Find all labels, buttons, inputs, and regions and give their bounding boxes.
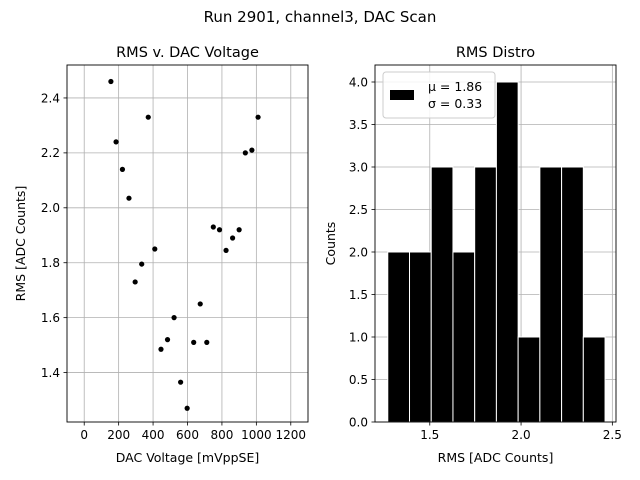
histogram-y-tick-label: 2.5 (349, 203, 368, 217)
data-point (132, 279, 138, 285)
scatter-y-tick-label: 1.4 (41, 366, 60, 380)
data-point (242, 150, 248, 156)
data-point (108, 78, 114, 85)
histogram-bar (409, 251, 432, 423)
data-point (230, 235, 236, 241)
scatter-y-tick-label: 1.6 (41, 311, 60, 325)
scatter-x-tick-label: 600 (176, 428, 199, 442)
histogram-title: RMS Distro (456, 45, 535, 61)
data-point (152, 246, 158, 252)
scatter-y-tick-label: 2.4 (41, 91, 60, 105)
scatter-x-tick-label: 0 (80, 428, 88, 442)
data-point (236, 227, 242, 233)
histogram-bar (452, 251, 476, 423)
data-point (204, 339, 210, 345)
scatter-x-tick-label: 400 (142, 428, 165, 442)
histogram-y-tick-label: 0.5 (349, 373, 368, 387)
data-point (139, 261, 145, 267)
data-point (223, 247, 229, 253)
scatter-x-tick-label: 1200 (276, 428, 307, 442)
histogram-bar (474, 166, 497, 423)
histogram-y-tick-label: 4.0 (349, 75, 368, 89)
data-point (178, 379, 184, 385)
data-point (119, 166, 126, 172)
histogram-x-tick-label: 2.5 (603, 428, 622, 442)
histogram-x-tick-label: 2.0 (512, 428, 531, 442)
scatter-y-tick-label: 2.2 (41, 146, 60, 160)
histogram-x-tick-label: 1.5 (420, 428, 439, 442)
histogram-bar (387, 251, 411, 423)
scatter-ylabel: RMS [ADC Counts] (13, 186, 28, 302)
histogram-ticks: 1.5 2.0 2.5 0.0 0.5 1.0 1.5 2.0 2.5 3.0 3.5 4.0 (349, 75, 622, 442)
data-point (145, 114, 151, 120)
scatter-ticks: 0 200 400 600 800 1000 1200 1.4 1.6 1.8 2.0 2.2 2.4 (41, 91, 306, 442)
legend-box (382, 71, 496, 119)
scatter-y-tick-label: 1.8 (41, 256, 60, 270)
scatter-title: RMS v. DAC Voltage (116, 45, 259, 61)
histogram-legend: μ = 1.86 σ = 0.33 (382, 71, 496, 119)
histogram-y-tick-label: 1.0 (349, 330, 368, 344)
histogram-bar (582, 336, 606, 423)
data-point (197, 301, 203, 307)
scatter-x-tick-label: 800 (210, 428, 233, 442)
legend-swatch (390, 90, 414, 100)
data-point (191, 339, 197, 345)
data-point (113, 139, 119, 145)
histogram-bar (430, 166, 454, 423)
histogram-y-tick-label: 3.5 (349, 118, 368, 132)
data-point (249, 147, 255, 153)
scatter-x-tick-label: 200 (107, 428, 130, 442)
data-point (126, 195, 132, 201)
legend-entry-sigma: σ = 0.33 (428, 96, 482, 111)
data-point (171, 315, 177, 321)
histogram-y-tick-label: 0.0 (349, 415, 368, 429)
histogram-bar (561, 166, 584, 423)
histogram-y-tick-label: 2.0 (349, 245, 368, 259)
histogram-bar (539, 166, 563, 423)
histogram-y-tick-label: 1.5 (349, 288, 368, 302)
histogram-axes-frame (374, 64, 617, 423)
figure-suptitle: Run 2901, channel3, DAC Scan (204, 8, 437, 26)
histogram-y-tick-label: 3.0 (349, 160, 368, 174)
scatter-points (108, 78, 261, 411)
histogram-ylabel: Counts (323, 222, 338, 266)
data-point (216, 227, 223, 233)
data-point (255, 114, 261, 120)
scatter-y-tick-label: 2.0 (41, 201, 60, 215)
scatter-xlabel: DAC Voltage [mVppSE] (116, 450, 259, 465)
scatter-x-tick-label: 1000 (241, 428, 272, 442)
scatter-grid (67, 65, 308, 422)
data-point (164, 337, 171, 343)
data-point (184, 405, 190, 411)
data-point (210, 224, 216, 230)
histogram-xlabel: RMS [ADC Counts] (438, 450, 554, 465)
data-point (158, 346, 164, 352)
legend-entry-mean: μ = 1.86 (428, 79, 482, 94)
histogram-panel: 1.5 2.0 2.5 0.0 0.5 1.0 1.5 2.0 2.5 3.0 3.5 4.0 RMS… (323, 45, 622, 465)
scatter-panel: 0 200 400 600 800 1000 12001.41.61.82.02.22.4 … (13, 45, 309, 465)
histogram-bar (517, 336, 541, 423)
histogram-bar (495, 81, 519, 423)
